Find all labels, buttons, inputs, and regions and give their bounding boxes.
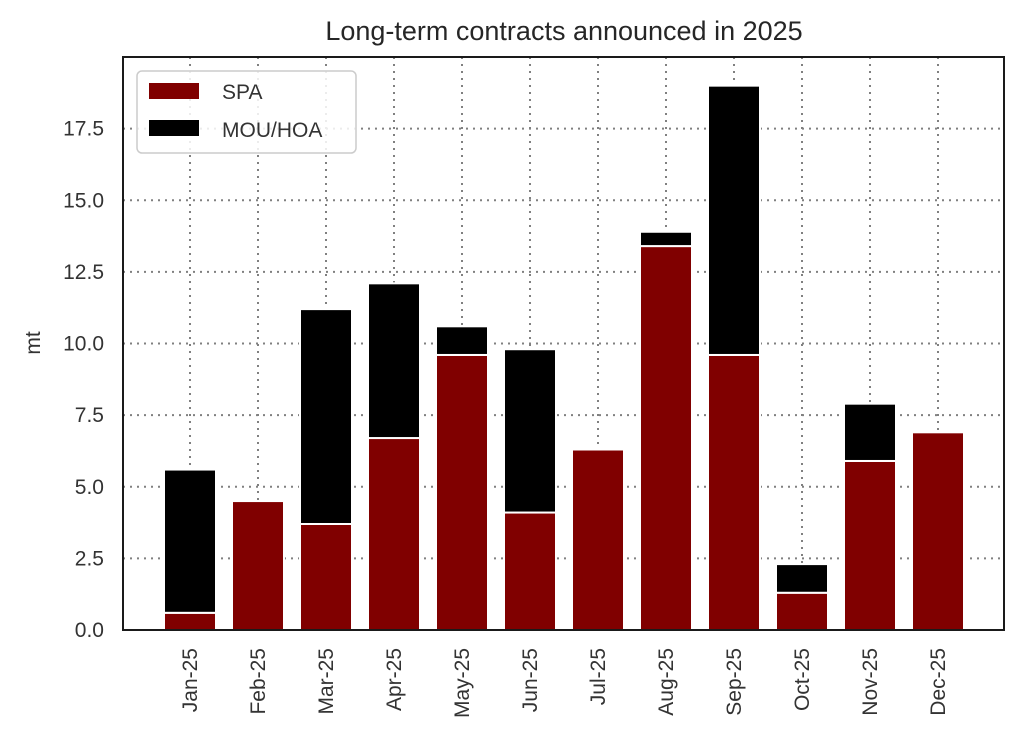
bar-spa-feb-25 bbox=[231, 500, 285, 632]
bar-mou-hoa-oct-25 bbox=[775, 563, 829, 594]
y-tick-label: 5.0 bbox=[75, 476, 104, 499]
x-tick-label: Aug-25 bbox=[655, 648, 678, 716]
x-tick-label: Feb-25 bbox=[247, 648, 270, 715]
chart-title: Long-term contracts announced in 2025 bbox=[325, 16, 802, 46]
x-tick-label: Oct-25 bbox=[791, 648, 814, 711]
x-tick-label: Dec-25 bbox=[927, 648, 950, 716]
plot-area-frame bbox=[122, 56, 1005, 631]
bar-mou-hoa-jun-25 bbox=[503, 348, 557, 514]
x-tick-label: Nov-25 bbox=[859, 648, 882, 716]
y-tick-label: 10.0 bbox=[63, 333, 104, 356]
bars bbox=[163, 84, 965, 632]
y-axis-label: mt bbox=[22, 331, 45, 354]
bar-mou-hoa-sep-25 bbox=[707, 84, 761, 356]
legend-label-mou-hoa: MOU/HOA bbox=[222, 119, 322, 142]
y-tick-label: 12.5 bbox=[63, 261, 104, 284]
bar-mou-hoa-jan-25 bbox=[163, 468, 217, 614]
legend-swatch-mou-hoa bbox=[149, 120, 199, 136]
x-tick-label: Jan-25 bbox=[179, 648, 202, 712]
bar-spa-jun-25 bbox=[503, 511, 557, 631]
bar-spa-may-25 bbox=[435, 353, 489, 631]
legend: SPA MOU/HOA bbox=[136, 70, 357, 154]
bar-spa-jul-25 bbox=[571, 448, 625, 631]
bar-spa-mar-25 bbox=[299, 522, 353, 631]
x-tick-label: Mar-25 bbox=[315, 648, 338, 715]
x-tick-label: Sep-25 bbox=[723, 648, 746, 716]
y-tick-label: 0.0 bbox=[75, 619, 104, 642]
y-tick-label: 7.5 bbox=[75, 404, 104, 427]
y-tick-label: 17.5 bbox=[63, 118, 104, 141]
x-tick-label: Jul-25 bbox=[587, 648, 610, 705]
bar-spa-jan-25 bbox=[163, 611, 217, 631]
bar-spa-apr-25 bbox=[367, 437, 421, 632]
x-tick-label: May-25 bbox=[451, 648, 474, 718]
legend-label-spa: SPA bbox=[222, 81, 262, 104]
y-axis-ticks: 0.0 2.5 5.0 7.5 10.0 12.5 15.0 17.5 bbox=[63, 118, 104, 642]
bar-mou-hoa-may-25 bbox=[435, 325, 489, 356]
bar-spa-nov-25 bbox=[843, 459, 897, 631]
x-tick-label: Jun-25 bbox=[519, 648, 542, 712]
x-tick-label: Apr-25 bbox=[383, 648, 406, 711]
y-tick-label: 2.5 bbox=[75, 547, 104, 570]
bar-mou-hoa-apr-25 bbox=[367, 282, 421, 440]
bar-spa-sep-25 bbox=[707, 353, 761, 631]
y-tick-label: 15.0 bbox=[63, 189, 104, 212]
bar-mou-hoa-nov-25 bbox=[843, 402, 897, 462]
bar-spa-oct-25 bbox=[775, 591, 829, 632]
bar-mou-hoa-mar-25 bbox=[299, 308, 353, 525]
bar-spa-aug-25 bbox=[639, 245, 693, 631]
bar-spa-dec-25 bbox=[911, 431, 965, 631]
x-axis-ticks: Jan-25 Feb-25 Mar-25 Apr-25 May-25 Jun-25 Jul-… bbox=[179, 648, 950, 718]
legend-swatch-spa bbox=[149, 83, 199, 99]
bar-mou-hoa-aug-25 bbox=[639, 230, 693, 248]
